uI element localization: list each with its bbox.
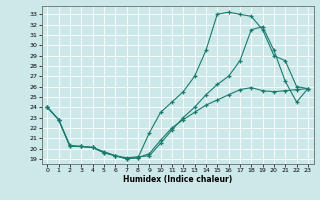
X-axis label: Humidex (Indice chaleur): Humidex (Indice chaleur) [123,175,232,184]
